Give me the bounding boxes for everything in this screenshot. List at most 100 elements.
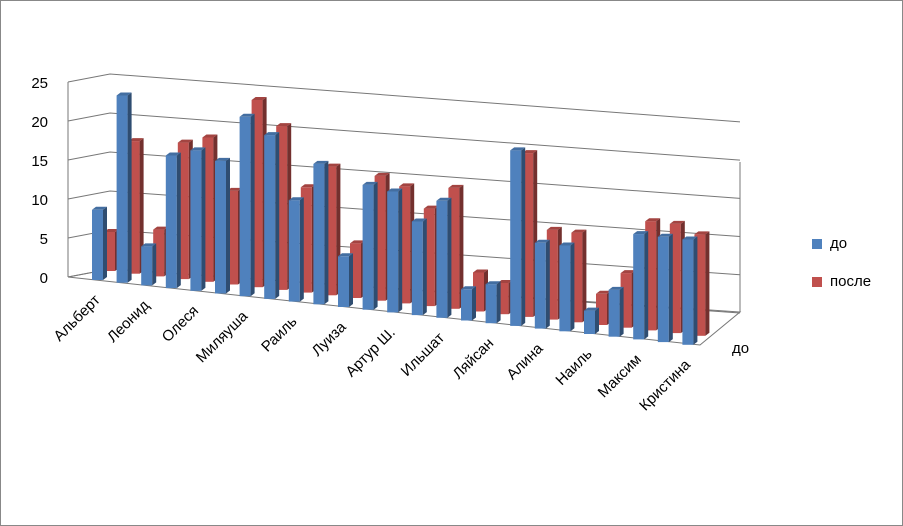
legend-swatch [812,277,822,287]
bar-face [373,181,378,310]
bar-face [485,284,497,324]
bar-face [128,138,144,142]
bar-face [176,152,181,289]
bar-face [325,163,341,167]
bar-face [584,307,599,311]
bar-face [596,293,607,325]
bar [682,236,698,345]
bar [559,242,575,332]
bar-face [522,153,534,317]
bar-face [227,187,242,191]
bar-face [461,286,476,290]
bar [190,147,206,291]
bar [657,233,673,343]
bar-face [472,286,476,321]
bar [239,113,255,297]
bar-face [411,221,423,316]
bar [141,243,157,286]
bar-face [202,137,214,282]
bar-face [570,242,575,332]
bar [411,218,427,316]
bar-face [497,283,509,315]
bar-face [177,139,193,143]
bar [288,197,304,302]
bar [264,132,280,299]
bar-face [362,184,374,310]
bar-face [338,256,349,307]
bar-face [705,231,710,336]
bar-face [546,226,562,230]
bar [461,286,476,321]
bar-face [633,231,649,235]
y-tick-label: 5 [40,231,48,248]
bar-face [116,92,132,96]
bar-face [104,232,115,271]
bar-face [374,175,386,301]
bar-face [127,92,132,283]
bar-face [571,229,587,233]
bar [584,307,599,334]
bar-face [559,245,571,332]
bar-face [448,187,460,309]
bar-face [461,289,472,321]
bar-face [559,242,575,246]
bar-face [239,113,255,117]
bar [128,138,144,274]
bar-face [299,197,304,302]
bar-face [645,221,657,331]
bar [485,281,501,324]
bar-face [436,200,448,318]
bar [338,253,353,307]
bar-face [165,155,177,289]
bar-face [202,134,218,138]
bar-face [682,236,698,240]
bar-face [250,113,255,297]
bar-face [693,236,698,345]
bar-face [534,242,546,329]
bar-face [153,226,169,230]
grid-line [67,112,741,161]
bar-face [313,163,325,305]
y-tick-label: 10 [31,192,48,209]
bar [313,160,329,305]
bar-face [571,232,583,323]
bar-face [350,243,361,298]
bar-face [620,273,632,328]
bar-face [633,234,645,340]
bar-face [324,160,329,305]
bar [92,206,107,280]
bar-face [545,239,550,329]
bar-face [300,184,316,188]
bar-face [153,229,165,277]
bar-face [496,281,501,324]
bar-face [92,206,107,210]
bar-face [448,184,464,188]
bar-face [668,233,673,343]
bar [694,231,710,336]
bar-face [374,172,390,176]
bar-face [521,147,526,326]
bar-face [657,236,669,343]
bar-face [349,253,353,307]
bar-face [226,157,230,294]
bar-face [657,233,673,237]
y-tick-label: 20 [31,114,48,131]
bar-face [534,239,550,243]
bar-face [103,206,107,280]
bar-face [411,218,427,222]
bar [116,92,132,283]
bar-face [128,141,140,274]
bar-face [300,187,312,293]
bar-face [387,188,403,192]
bar-face [447,197,452,318]
bar-face [325,166,337,296]
bar-face [350,240,365,244]
bar-face [141,243,157,247]
bar-face [485,281,501,285]
bar-face [473,272,484,312]
bar-face [165,152,181,156]
bar-face [608,286,624,290]
bar-face [584,310,595,334]
bar [608,286,624,337]
bar-face [276,123,292,127]
